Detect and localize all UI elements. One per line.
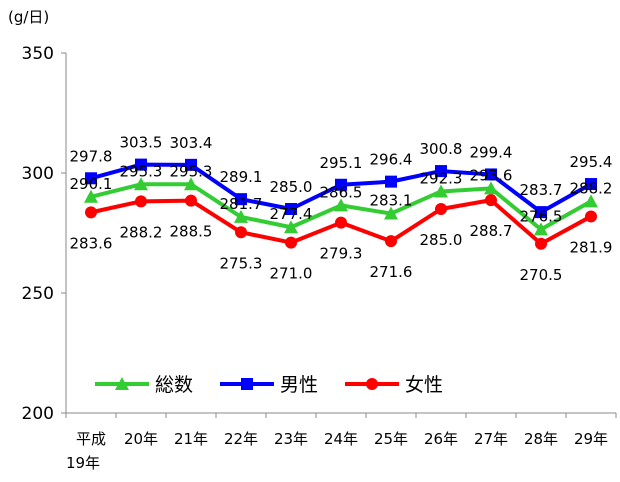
triangle-marker — [384, 206, 398, 220]
legend-label: 男性 — [280, 374, 318, 396]
data-label: 283.1 — [370, 192, 413, 210]
circle-marker — [85, 206, 97, 219]
data-label: 288.2 — [120, 223, 163, 241]
data-label: 295.4 — [570, 153, 613, 171]
x-tick-label: 平成 — [76, 430, 106, 448]
data-label: 289.1 — [220, 168, 263, 186]
data-label: 296.4 — [370, 151, 413, 169]
data-label: 279.3 — [320, 245, 363, 263]
triangle-marker — [184, 177, 198, 191]
data-label: 277.4 — [270, 205, 313, 223]
x-tick-label: 19年 — [66, 454, 100, 472]
x-tick-label: 23年 — [274, 430, 308, 448]
chart-axes: 200 250 300 350 平成 19年 20年 21年 22年 23年 24年 25年 26年 27… — [22, 44, 617, 472]
data-label: 283.6 — [70, 234, 113, 252]
data-label: 299.4 — [470, 143, 513, 161]
square-marker — [535, 206, 547, 219]
data-label: 271.6 — [370, 263, 413, 281]
square-marker — [385, 175, 397, 188]
x-tick-label: 29年 — [574, 430, 608, 448]
data-label: 276.5 — [520, 207, 563, 225]
square-marker — [435, 165, 447, 178]
chart-series — [84, 158, 598, 250]
circle-marker — [585, 210, 597, 223]
legend-label: 総数 — [155, 374, 193, 396]
data-label: 288.5 — [170, 223, 213, 241]
y-axis-unit-label: (g/日) — [8, 8, 50, 26]
square-marker — [335, 178, 347, 191]
x-tick-label: 26年 — [424, 430, 458, 448]
triangle-marker — [534, 222, 548, 236]
square-marker — [235, 193, 247, 206]
x-tick-label: 28年 — [524, 430, 558, 448]
circle-marker — [135, 195, 147, 208]
chart-legend: 総数 男性 女性 — [95, 374, 443, 396]
circle-marker — [335, 216, 347, 229]
data-label: 295.1 — [320, 154, 363, 172]
data-label: 275.3 — [220, 254, 263, 272]
legend-label: 女性 — [405, 374, 443, 396]
data-label: 295.3 — [170, 162, 213, 180]
triangle-marker — [334, 198, 348, 212]
data-label: 292.3 — [420, 169, 463, 187]
circle-marker — [385, 235, 397, 248]
y-tick-label: 200 — [22, 404, 54, 424]
x-tick-label: 21年 — [174, 430, 208, 448]
data-label: 303.5 — [120, 134, 163, 152]
square-marker — [135, 158, 147, 171]
data-label: 283.7 — [520, 181, 563, 199]
data-label: 281.7 — [220, 195, 263, 213]
data-label: 297.8 — [70, 147, 113, 165]
circle-marker — [185, 194, 197, 207]
data-label: 290.1 — [70, 175, 113, 193]
x-tick-label: 25年 — [374, 430, 408, 448]
triangle-marker — [434, 184, 448, 198]
triangle-marker — [284, 220, 298, 234]
legend-triangle-marker — [115, 377, 129, 390]
data-label: 293.6 — [470, 166, 513, 184]
y-tick-label: 250 — [22, 284, 54, 304]
circle-marker — [435, 203, 447, 215]
data-label: 286.5 — [320, 183, 363, 201]
data-label: 295.3 — [120, 162, 163, 180]
triangle-marker — [134, 177, 148, 191]
data-label: 288.7 — [470, 222, 513, 240]
triangle-marker — [584, 194, 598, 208]
circle-marker — [485, 194, 497, 207]
x-tick-label: 27年 — [474, 430, 508, 448]
legend-circle-marker — [366, 378, 378, 390]
x-tick-label: 22年 — [224, 430, 258, 448]
circle-marker — [285, 236, 297, 249]
y-tick-label: 350 — [22, 44, 54, 64]
data-label: 285.0 — [270, 178, 313, 196]
data-label: 285.0 — [420, 231, 463, 249]
y-tick-label: 300 — [22, 164, 54, 184]
x-tick-label: 24年 — [324, 430, 358, 448]
triangle-marker — [484, 181, 498, 195]
circle-marker — [235, 226, 247, 239]
square-marker — [585, 178, 597, 191]
data-label: 300.8 — [420, 140, 463, 158]
data-label: 288.2 — [570, 179, 613, 197]
square-marker — [85, 172, 97, 185]
data-label: 270.5 — [520, 266, 563, 284]
data-label: 303.4 — [170, 134, 213, 152]
square-marker — [285, 203, 297, 215]
data-label: 281.9 — [570, 238, 613, 256]
circle-marker — [535, 237, 547, 250]
data-label: 271.0 — [270, 265, 313, 283]
chart-data-labels: 290.1 295.3 295.3 281.7 277.4 286.5 283.1 292.3… — [70, 134, 613, 284]
square-marker — [185, 158, 197, 171]
triangle-marker — [234, 209, 248, 223]
x-tick-label: 20年 — [124, 430, 158, 448]
square-marker — [485, 168, 497, 181]
triangle-marker — [84, 189, 98, 203]
legend-square-marker — [241, 378, 253, 390]
